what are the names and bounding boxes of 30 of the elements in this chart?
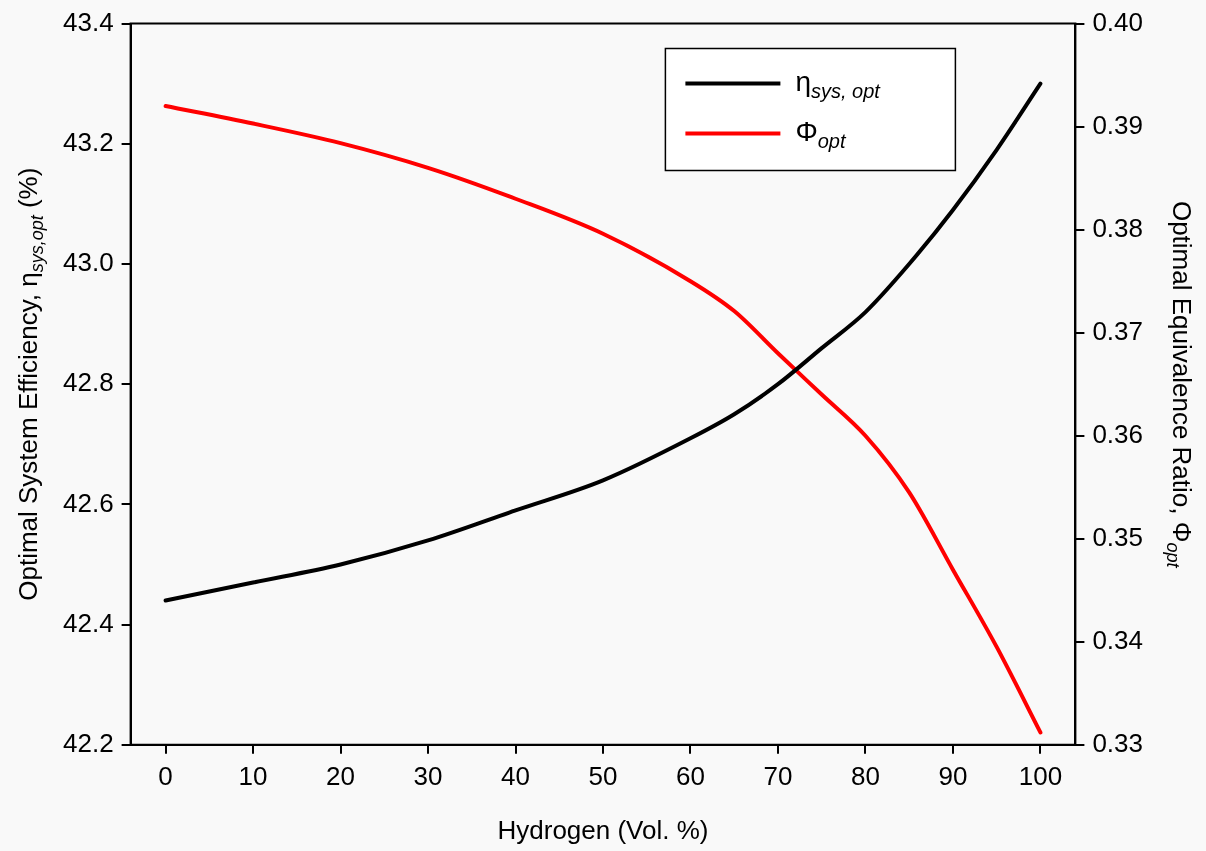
x-tick-label: 60 <box>676 760 705 791</box>
x-tick-label: 20 <box>326 760 356 791</box>
x-axis-title: Hydrogen (Vol. %) <box>497 815 709 846</box>
y-tick-label: 42.2 <box>62 727 114 758</box>
y2-tick-label: 0.33 <box>1092 727 1144 758</box>
x-tick-label: 10 <box>238 760 268 791</box>
y-axis-title: Optimal System Efficiency, ηsys,opt (%) <box>13 167 47 601</box>
x-tick-label: 70 <box>763 760 793 791</box>
x-tick-label: 40 <box>501 760 530 791</box>
y-tick-label: 42.8 <box>62 367 114 398</box>
x-tick-label: 50 <box>588 760 618 791</box>
y2-tick-label: 0.36 <box>1092 418 1144 449</box>
y2-tick-label: 0.40 <box>1092 6 1144 37</box>
y2-tick-label: 0.37 <box>1092 315 1144 346</box>
y-tick-label: 43.0 <box>62 247 114 278</box>
x-tick-label: 90 <box>938 760 968 791</box>
y2-tick-label: 0.34 <box>1092 624 1144 655</box>
y-tick-label: 42.4 <box>62 607 114 638</box>
x-tick-label: 100 <box>1018 760 1063 791</box>
y-tick-label: 43.2 <box>62 126 114 157</box>
x-tick-label: 0 <box>158 760 173 791</box>
y-tick-label: 42.6 <box>62 487 114 518</box>
x-tick-label: 80 <box>850 760 880 791</box>
y2-tick-label: 0.38 <box>1092 212 1144 243</box>
y2-tick-label: 0.39 <box>1092 109 1144 140</box>
x-tick-label: 30 <box>413 760 443 791</box>
y-tick-label: 43.4 <box>62 6 114 37</box>
line-series <box>163 104 1043 735</box>
y2-axis-title: Optimal Equivalence Ratio, Φopt <box>1163 200 1197 569</box>
y2-tick-label: 0.35 <box>1092 521 1144 552</box>
